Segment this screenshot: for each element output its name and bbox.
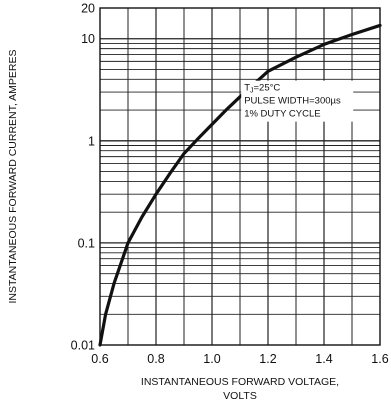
x-tick-label: 1.0 <box>203 352 220 366</box>
x-tick-label: 0.8 <box>147 352 164 366</box>
annotation-pulse-width: PULSE WIDTH=300µs <box>244 96 341 107</box>
series-line <box>98 23 382 347</box>
grid <box>100 8 380 345</box>
y-axis-label: INSTANTANEOUS FORWARD CURRENT, AMPERES <box>7 50 19 304</box>
y-tick-label: 1 <box>88 134 95 148</box>
annotation-temp-value: =25°C <box>254 83 281 94</box>
annotation-background <box>241 80 354 122</box>
y-tick-label: 0.1 <box>78 236 95 250</box>
y-tick-label: 20 <box>81 2 95 16</box>
annotation-subscript: J <box>250 88 254 95</box>
x-tick-label: 1.6 <box>371 352 388 366</box>
x-tick-label: 1.2 <box>259 352 276 366</box>
x-tick-label: 1.4 <box>315 352 332 366</box>
x-tick-label: 0.6 <box>91 352 108 366</box>
y-tick-label: 0.01 <box>71 339 95 353</box>
annotation-duty-cycle: 1% DUTY CYCLE <box>244 109 320 120</box>
x-axis-label-line1: INSTANTANEOUS FORWARD VOLTAGE, <box>141 376 339 388</box>
x-axis-label-line2: VOLTS <box>223 390 257 402</box>
axis-ticks: 0.6 0.8 1.0 1.2 1.4 1.6 0.01 0.1 1 10 20 <box>71 2 389 367</box>
y-tick-label: 10 <box>81 32 95 46</box>
annotation-junction-temp: TJ=25°C <box>244 83 280 95</box>
plot-frame <box>99 7 381 346</box>
